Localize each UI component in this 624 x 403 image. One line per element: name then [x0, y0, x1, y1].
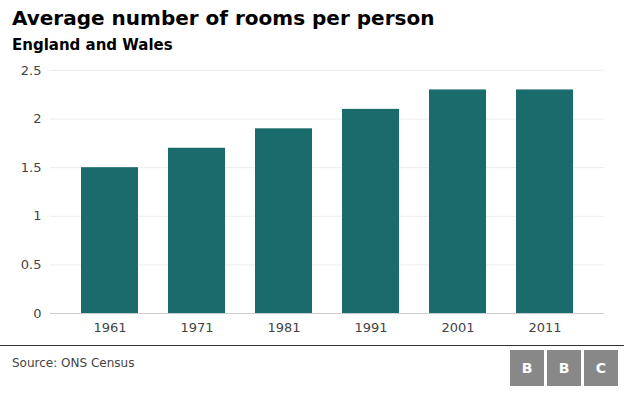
svg-text:2.5: 2.5	[21, 63, 42, 78]
svg-text:0.5: 0.5	[21, 257, 42, 272]
svg-text:0: 0	[33, 306, 41, 321]
svg-text:2001: 2001	[441, 320, 474, 335]
svg-text:1.5: 1.5	[21, 160, 42, 175]
html-text:B: B	[521, 360, 533, 376]
html-text:C: C	[595, 360, 607, 376]
html-text:B: B	[558, 360, 570, 376]
svg-text:2: 2	[33, 111, 41, 126]
svg-text:1961: 1961	[93, 320, 126, 335]
svg-text:1991: 1991	[354, 320, 387, 335]
svg-text:1971: 1971	[180, 320, 213, 335]
html-text:Source: ONS Census: Source: ONS Census	[12, 356, 135, 370]
html-text:Average number of rooms per pe: Average number of rooms per person	[12, 6, 435, 30]
html-text:England and Wales: England and Wales	[12, 36, 173, 54]
svg-text:1: 1	[33, 208, 41, 223]
svg-text:1981: 1981	[267, 320, 300, 335]
svg-text:2011: 2011	[528, 320, 561, 335]
